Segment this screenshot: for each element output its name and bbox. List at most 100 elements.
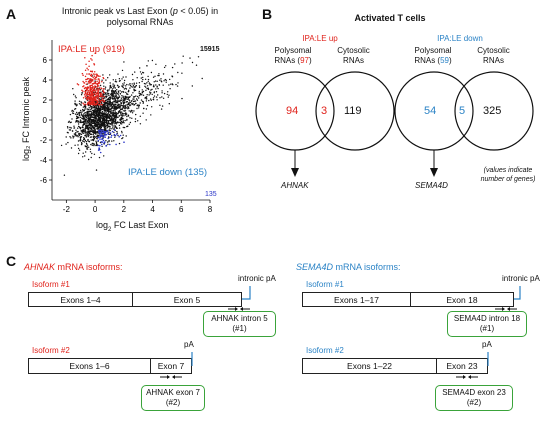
scatter-point — [105, 111, 107, 113]
scatter-point — [77, 136, 79, 138]
scatter-point — [121, 137, 123, 140]
scatter-point — [91, 54, 93, 57]
scatter-point — [145, 108, 148, 110]
scatter-point — [156, 80, 158, 83]
scatter-point — [117, 86, 120, 89]
x-tick-label: 2 — [122, 205, 127, 214]
scatter-point — [159, 97, 161, 99]
scatter-point — [167, 96, 169, 98]
scatter-point — [71, 130, 74, 132]
scatter-point — [122, 83, 124, 85]
scatter-point — [111, 128, 113, 130]
scatter-point — [102, 74, 104, 76]
scatter-point — [117, 105, 119, 107]
scatter-point — [99, 99, 102, 102]
scatter-point — [89, 116, 92, 119]
scatter-point — [140, 77, 142, 79]
scatter-point — [121, 123, 123, 125]
scatter-point — [73, 93, 75, 96]
sema-iso1-pa-marker — [514, 286, 521, 300]
scatter-point — [87, 133, 89, 135]
y-ticks: 6 4 2 0 -2 -4 -6 — [40, 56, 52, 185]
scatter-point — [123, 126, 126, 129]
scatter-point — [142, 78, 144, 81]
venn-left-cytosolic — [315, 71, 395, 151]
scatter-point — [159, 104, 161, 107]
scatter-point — [108, 114, 111, 116]
scatter-point — [122, 96, 124, 99]
scatter-point — [102, 99, 105, 101]
scatter-point — [94, 85, 96, 87]
scatter-point — [138, 90, 140, 93]
scatter-point — [122, 118, 124, 120]
scatter-point — [141, 92, 144, 94]
scatter-point — [117, 122, 119, 124]
scatter-point — [129, 95, 131, 98]
scatter-point — [121, 95, 123, 97]
scatter-point — [129, 83, 131, 85]
scatter-point — [112, 113, 115, 116]
scatter-points — [60, 52, 203, 176]
scatter-point — [117, 103, 120, 106]
scatter-point — [122, 137, 124, 139]
scatter-point — [153, 91, 156, 93]
scatter-point — [95, 132, 97, 134]
scatter-point — [94, 93, 97, 96]
scatter-point — [181, 62, 183, 64]
scatter-point — [148, 82, 151, 84]
scatter-point — [83, 85, 85, 87]
scatter-point — [154, 80, 157, 82]
scatter-point — [135, 82, 138, 84]
scatter-point — [114, 116, 117, 119]
scatter-point — [85, 98, 87, 100]
panel-c-letter: C — [6, 253, 17, 269]
scatter-point — [101, 138, 103, 141]
scatter-point — [134, 120, 137, 123]
scatter-point — [95, 121, 97, 123]
scatter-point — [99, 119, 102, 121]
scatter-point — [107, 143, 109, 145]
scatter-point — [115, 114, 118, 116]
scatter-point — [100, 122, 103, 124]
scatter-point — [88, 65, 90, 67]
x-tick-label: 6 — [179, 205, 184, 214]
scatter-point — [100, 126, 103, 129]
scatter-point — [98, 79, 101, 81]
scatter-point — [88, 130, 90, 133]
scatter-point — [79, 114, 81, 116]
venn-note: (values indicate number of genes) — [480, 167, 536, 183]
scatter-point — [89, 88, 91, 91]
scatter-point — [109, 106, 111, 108]
scatter-point — [145, 86, 147, 88]
scatter-point — [88, 97, 91, 99]
scatter-point — [82, 90, 84, 92]
scatter-point — [129, 101, 131, 104]
scatter-point — [146, 65, 148, 67]
scatter-point — [88, 92, 91, 94]
scatter-point — [96, 89, 98, 91]
scatter-point — [89, 99, 92, 101]
scatter-point — [91, 111, 93, 114]
scatter-point — [78, 103, 81, 105]
scatter-point — [82, 132, 85, 134]
scatter-point — [82, 124, 84, 126]
scatter-point — [69, 113, 72, 116]
scatter-point — [123, 115, 125, 117]
scatter-point — [107, 77, 109, 79]
scatter-point — [110, 86, 113, 89]
scatter-point — [95, 95, 97, 98]
ahnak-iso2-pa: pA — [184, 340, 194, 349]
scatter-point — [102, 100, 105, 103]
scatter-point — [128, 123, 130, 126]
scatter-point — [125, 76, 127, 78]
scatter-point — [97, 96, 100, 99]
scatter-point — [82, 74, 84, 76]
scatter-point — [88, 90, 90, 92]
scatter-point — [95, 123, 97, 125]
scatter-point — [125, 85, 127, 87]
scatter-point — [123, 61, 125, 63]
scatter-point — [132, 79, 134, 81]
scatter-point — [158, 84, 160, 86]
scatter-point — [108, 116, 111, 119]
scatter-point — [118, 142, 121, 145]
